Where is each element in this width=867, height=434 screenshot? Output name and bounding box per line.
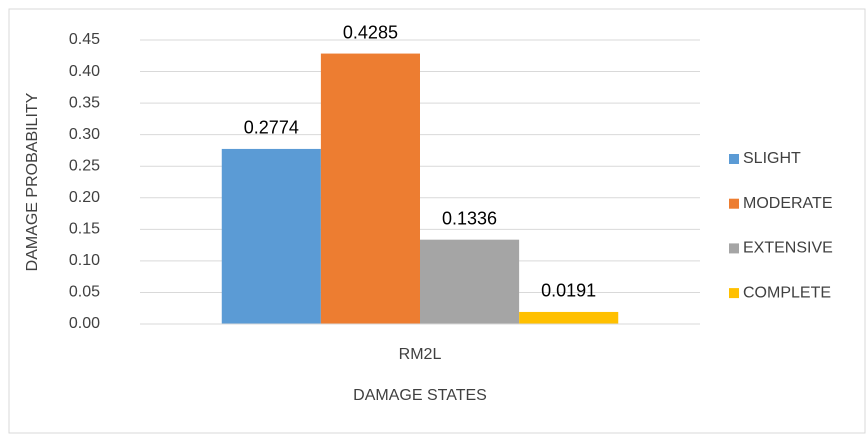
bar (221, 148, 321, 324)
data-label: 0.0191 (541, 281, 596, 301)
bar (420, 239, 520, 324)
y-tick-label: 0.00 (69, 315, 100, 332)
legend-swatch (729, 243, 739, 254)
y-tick-label: 0.45 (69, 31, 100, 48)
y-tick-label: 0.10 (69, 252, 100, 269)
chart-border (8, 8, 866, 434)
y-tick-label: 0.40 (69, 63, 100, 80)
y-axis-title: DAMAGE PROBABILITY (24, 92, 41, 271)
bar (519, 311, 619, 324)
data-label: 0.4285 (343, 22, 398, 42)
y-tick-label: 0.35 (69, 94, 100, 111)
y-tick-label: 0.05 (69, 284, 100, 301)
legend-swatch (729, 198, 739, 209)
x-tick-label: RM2L (399, 346, 442, 363)
legend-swatch (729, 154, 739, 164)
y-tick-label: 0.30 (69, 126, 100, 143)
legend-label: EXTENSIVE (743, 240, 833, 257)
legend-label: SLIGHT (743, 150, 801, 167)
legend-label: COMPLETE (743, 284, 831, 301)
data-label: 0.2774 (244, 118, 299, 138)
y-tick-label: 0.20 (69, 189, 100, 206)
x-axis-title: DAMAGE STATES (353, 387, 487, 404)
y-tick-label: 0.25 (69, 157, 100, 174)
legend-swatch (729, 288, 739, 299)
y-tick-label: 0.15 (69, 221, 100, 238)
legend-label: MODERATE (743, 195, 832, 212)
bar (320, 53, 420, 325)
data-label: 0.1336 (442, 208, 497, 228)
